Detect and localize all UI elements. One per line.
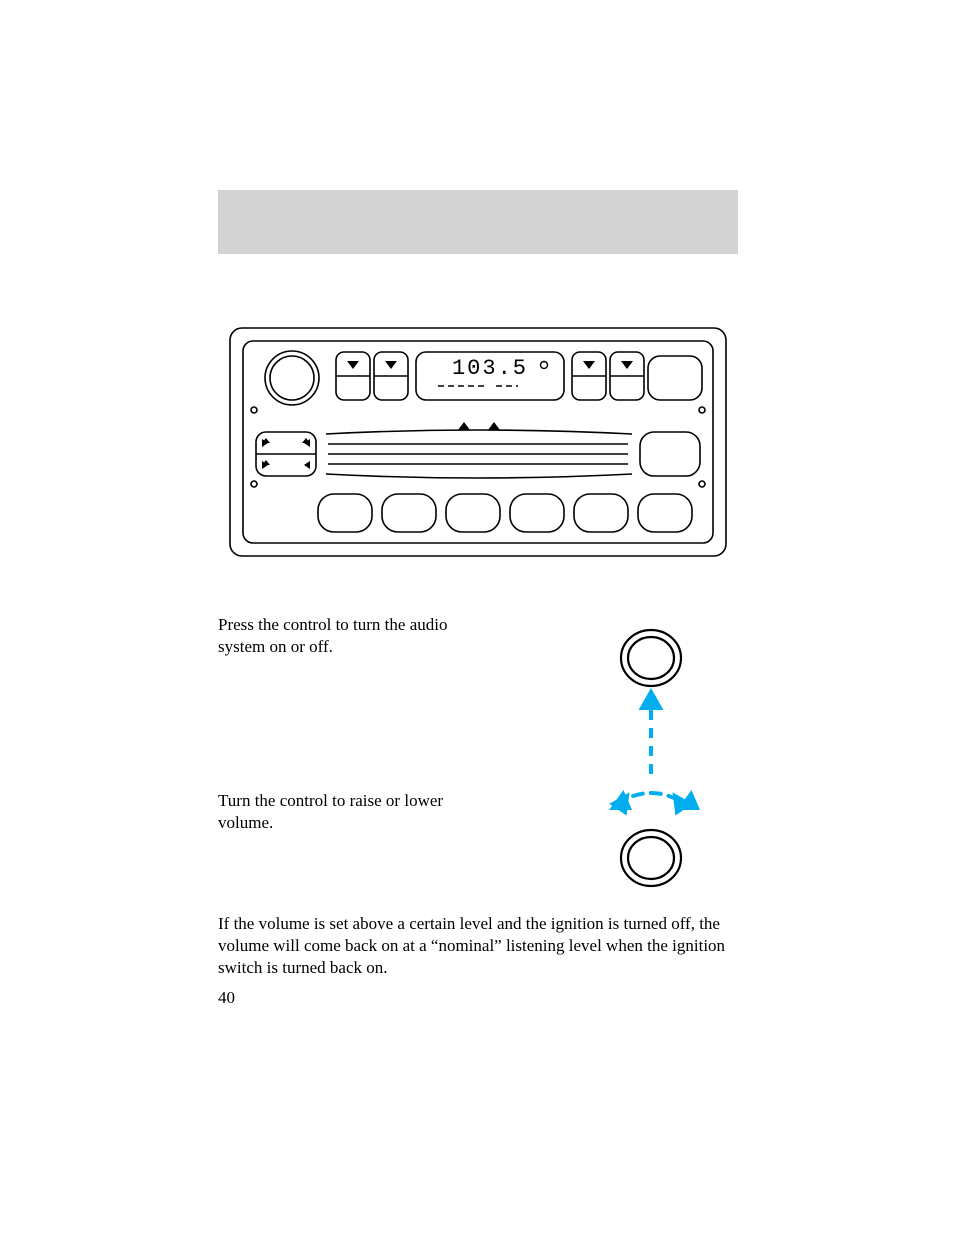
paragraph-volume-note: If the volume is set above a certain lev… [218, 913, 738, 979]
knob-control-diagram [555, 614, 735, 904]
header-bar [218, 190, 738, 254]
paragraph-press-control: Press the control to turn the audio syst… [218, 614, 498, 658]
paragraph-turn-control: Turn the control to raise or lower volum… [218, 790, 498, 834]
radio-display-value: 103.5 [452, 356, 528, 381]
page-number: 40 [218, 988, 235, 1008]
radio-faceplate-diagram: 103.5 [228, 326, 728, 558]
